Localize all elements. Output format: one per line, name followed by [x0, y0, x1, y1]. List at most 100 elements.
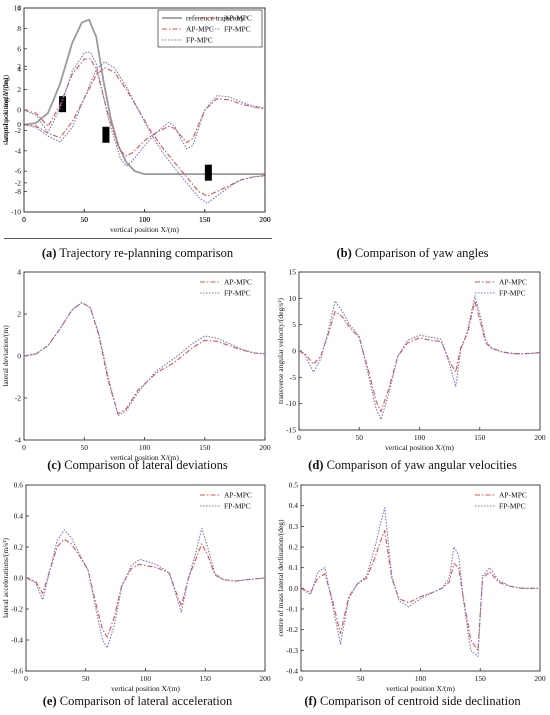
y-tick-label: 2 — [17, 85, 21, 94]
y-axis-label: transverse angular velocity/(deg/s²) — [276, 298, 285, 404]
y-tick-label: -0.3 — [286, 646, 298, 655]
x-tick-label: 100 — [139, 215, 151, 224]
plot-area — [26, 527, 265, 649]
y-tick-label: 0.5 — [289, 481, 299, 490]
x-axis-label: vertical position X/(m) — [111, 684, 180, 693]
y-tick-label: -2 — [15, 178, 21, 187]
chart-b: 0 50 100 150 200 -10 -8 -6 -4 -2 0 2 4 6 8 10 swept-back… — [0, 0, 275, 240]
y-axis-label: centre of mass lateral declination/(deg) — [276, 519, 285, 637]
x-tick-label: 150 — [474, 433, 486, 442]
chart-f: 0 50 100 150 200 -0.4 -0.3 -0.2 -0.1 0.0 0.1 0.2 0.3… — [275, 475, 550, 694]
plot-area — [24, 18, 265, 204]
y-tick-label: -5 — [290, 373, 296, 382]
legend-label: AP-MPC — [499, 491, 527, 500]
series-line-ap — [299, 300, 540, 413]
series-line-ref — [24, 18, 265, 176]
y-tick-label: 4 — [17, 268, 21, 277]
x-axis-label: vertical position X/(m) — [110, 225, 179, 234]
x-tick-label: 0 — [24, 674, 28, 683]
x-tick-label: 0 — [299, 674, 303, 683]
series-line-fp — [301, 507, 540, 658]
y-tick-label: 0.0 — [14, 574, 24, 583]
y-tick-label: 5 — [292, 320, 296, 329]
x-tick-label: 100 — [415, 674, 427, 683]
legend-label: FP-MPC — [499, 289, 526, 298]
x-tick-label: 200 — [259, 674, 271, 683]
y-tick-label: -4 — [15, 436, 21, 445]
obstacle-marker — [102, 126, 110, 143]
y-tick-label: 0.3 — [289, 522, 299, 531]
legend-label: FP-MPC — [224, 289, 251, 298]
x-tick-label: 50 — [82, 674, 90, 683]
y-tick-label: 2 — [17, 310, 21, 319]
series-line-ap — [301, 529, 540, 651]
y-tick-label: 0.4 — [14, 512, 24, 521]
y-tick-label: 0 — [17, 352, 21, 361]
legend-label: FP-MPC — [186, 36, 213, 45]
series-line-fp — [26, 527, 265, 649]
y-tick-label: 0 — [292, 347, 296, 356]
y-tick-label: -0.4 — [286, 667, 298, 676]
x-axis-label: vertical position X/(m) — [386, 684, 455, 693]
y-tick-label: -15 — [286, 426, 296, 435]
y-tick-label: 10 — [289, 294, 297, 303]
plot-area — [301, 507, 540, 658]
chart-e: 0 50 100 150 200 -0.6 -0.4 -0.2 0.0 0.2 0.4 0.6 vert… — [0, 475, 275, 694]
caption-a: (a) Trajectory re-planning comparison — [41, 246, 234, 260]
y-tick-label: -0.6 — [11, 667, 23, 676]
y-tick-label: -10 — [286, 399, 296, 408]
y-tick-label: 0.0 — [289, 584, 299, 593]
x-tick-label: 50 — [81, 215, 89, 224]
x-tick-label: 200 — [259, 215, 271, 224]
legend-label: FP-MPC — [224, 502, 251, 511]
legend-label: AP-MPC — [186, 25, 214, 34]
y-tick-label: 15 — [289, 268, 297, 277]
plot-area — [24, 51, 265, 167]
series-line-ap — [26, 538, 265, 638]
y-tick-label: 8 — [17, 24, 21, 33]
y-tick-label: -0.1 — [286, 605, 298, 614]
obstacle-marker — [204, 164, 212, 181]
series-line-fp — [24, 61, 265, 204]
y-tick-label: 0.2 — [289, 543, 299, 552]
x-tick-label: 150 — [200, 674, 212, 683]
y-tick-label: -0.2 — [286, 625, 298, 634]
x-tick-label: 50 — [81, 443, 89, 452]
legend-label: AP-MPC — [224, 278, 252, 287]
y-tick-label: -8 — [15, 187, 21, 196]
plot-frame — [300, 484, 541, 672]
series-line-fp — [24, 51, 265, 167]
caption-divider — [4, 238, 272, 239]
series-line-fp — [24, 301, 265, 417]
series-line-ap — [24, 301, 265, 415]
y-tick-label: -6 — [15, 167, 21, 176]
y-tick-label: 10 — [14, 4, 22, 13]
x-tick-label: 150 — [199, 215, 211, 224]
caption-d: (d) Comparison of yaw angular velocities — [308, 458, 517, 472]
y-tick-label: -2 — [15, 126, 21, 135]
y-axis-label: lateral accelerations/(m/s²) — [1, 538, 10, 618]
x-tick-label: 100 — [139, 443, 151, 452]
legend-label: FP-MPC — [224, 25, 251, 34]
x-tick-label: 50 — [357, 674, 365, 683]
legend-label: FP-MPC — [499, 502, 526, 511]
x-tick-label: 50 — [81, 215, 89, 224]
legend-label: AP-MPC — [224, 14, 252, 23]
x-tick-label: 0 — [22, 215, 26, 224]
plot-frame — [25, 484, 266, 672]
x-tick-label: 200 — [534, 674, 546, 683]
y-tick-label: 0 — [17, 106, 21, 115]
y-axis-label: lateral position Y/(m) — [1, 77, 10, 142]
y-tick-label: 2 — [17, 62, 21, 71]
caption-e: (e) Comparison of lateral acceleration — [42, 694, 233, 708]
y-tick-label: 4 — [17, 65, 21, 74]
chart-d: 0 50 100 150 200 -15 -10 -5 0 5 10 15 vertical posit… — [275, 240, 550, 455]
x-tick-label: 100 — [414, 433, 426, 442]
series-line-ap — [24, 67, 265, 197]
series-line-ap — [24, 58, 265, 157]
caption-f: (f) Comparison of centroid side declinat… — [304, 694, 521, 708]
y-tick-label: -4 — [15, 146, 21, 155]
plot-area — [299, 295, 540, 421]
y-tick-label: 0.2 — [14, 543, 24, 552]
x-tick-label: 150 — [199, 215, 211, 224]
